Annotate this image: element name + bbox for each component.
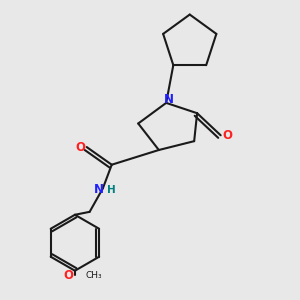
Text: O: O <box>222 129 232 142</box>
Text: N: N <box>164 93 174 106</box>
Text: H: H <box>107 185 116 195</box>
Text: O: O <box>63 268 74 282</box>
Text: N: N <box>94 183 104 196</box>
Text: O: O <box>75 141 85 154</box>
Text: CH₃: CH₃ <box>85 271 102 280</box>
